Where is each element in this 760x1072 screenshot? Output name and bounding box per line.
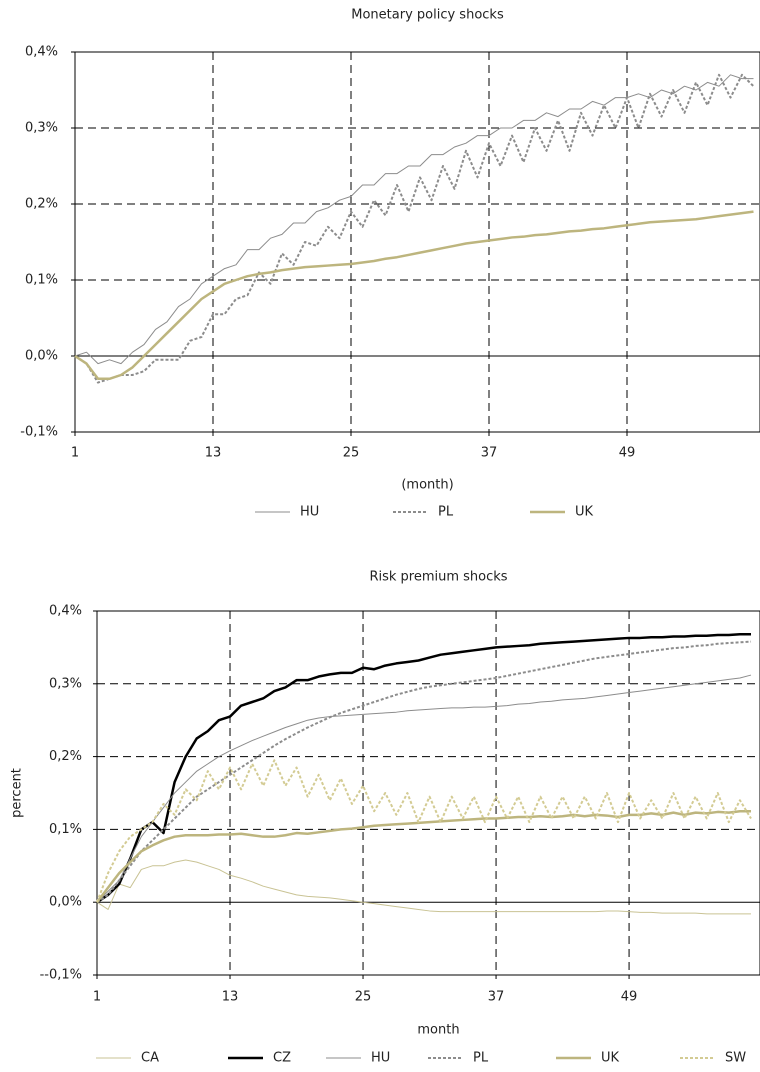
series-line xyxy=(96,640,752,904)
series-line xyxy=(96,674,752,903)
legend-label: HU xyxy=(300,505,319,520)
series-line xyxy=(74,73,755,384)
x-tick-label: 13 xyxy=(205,446,222,461)
y-axis-label: percent xyxy=(10,768,25,818)
y-tick-label: --0,1% xyxy=(40,968,82,983)
x-tick-label: 25 xyxy=(355,990,372,1005)
chart-title: Risk premium shocks xyxy=(369,570,507,585)
series-line xyxy=(96,633,751,904)
legend-label: PL xyxy=(473,1051,489,1066)
y-tick-label: -0,1% xyxy=(20,425,58,440)
y-tick-label: 0,4% xyxy=(49,604,82,619)
x-tick-label: 1 xyxy=(71,446,79,461)
x-tick-label: 1 xyxy=(93,990,101,1005)
y-tick-label: 0,3% xyxy=(25,121,58,136)
series-line xyxy=(96,859,751,915)
x-tick-label: 49 xyxy=(619,446,636,461)
legend-label: UK xyxy=(601,1051,620,1066)
legend-label: PL xyxy=(438,505,454,520)
legend-label: SW xyxy=(725,1051,746,1066)
x-tick-label: 49 xyxy=(621,990,638,1005)
legend-label: HU xyxy=(371,1051,390,1066)
series-line xyxy=(74,210,754,381)
legend-label: CZ xyxy=(273,1051,291,1066)
y-tick-label: 0,4% xyxy=(25,45,58,60)
y-tick-label: 0,0% xyxy=(49,895,82,910)
legend-label: CA xyxy=(141,1051,159,1066)
chart-title: Monetary policy shocks xyxy=(351,8,504,23)
y-tick-label: 0,3% xyxy=(49,676,82,691)
series-line xyxy=(96,809,751,903)
y-tick-label: 0,1% xyxy=(49,822,82,837)
plot-frame xyxy=(74,51,760,433)
y-tick-label: 0,1% xyxy=(25,273,58,288)
series-line xyxy=(74,74,754,365)
x-tick-label: 25 xyxy=(343,446,360,461)
series-line xyxy=(96,759,752,903)
legend-label: UK xyxy=(575,505,594,520)
x-tick-label: 37 xyxy=(488,990,505,1005)
x-tick-label: 37 xyxy=(481,446,498,461)
x-axis-label: (month) xyxy=(401,478,453,493)
y-tick-label: 0,2% xyxy=(25,197,58,212)
y-tick-label: 0,0% xyxy=(25,349,58,364)
y-tick-label: 0,2% xyxy=(49,749,82,764)
x-axis-label: month xyxy=(417,1023,459,1038)
plot-frame xyxy=(96,610,760,976)
x-tick-label: 13 xyxy=(222,990,239,1005)
